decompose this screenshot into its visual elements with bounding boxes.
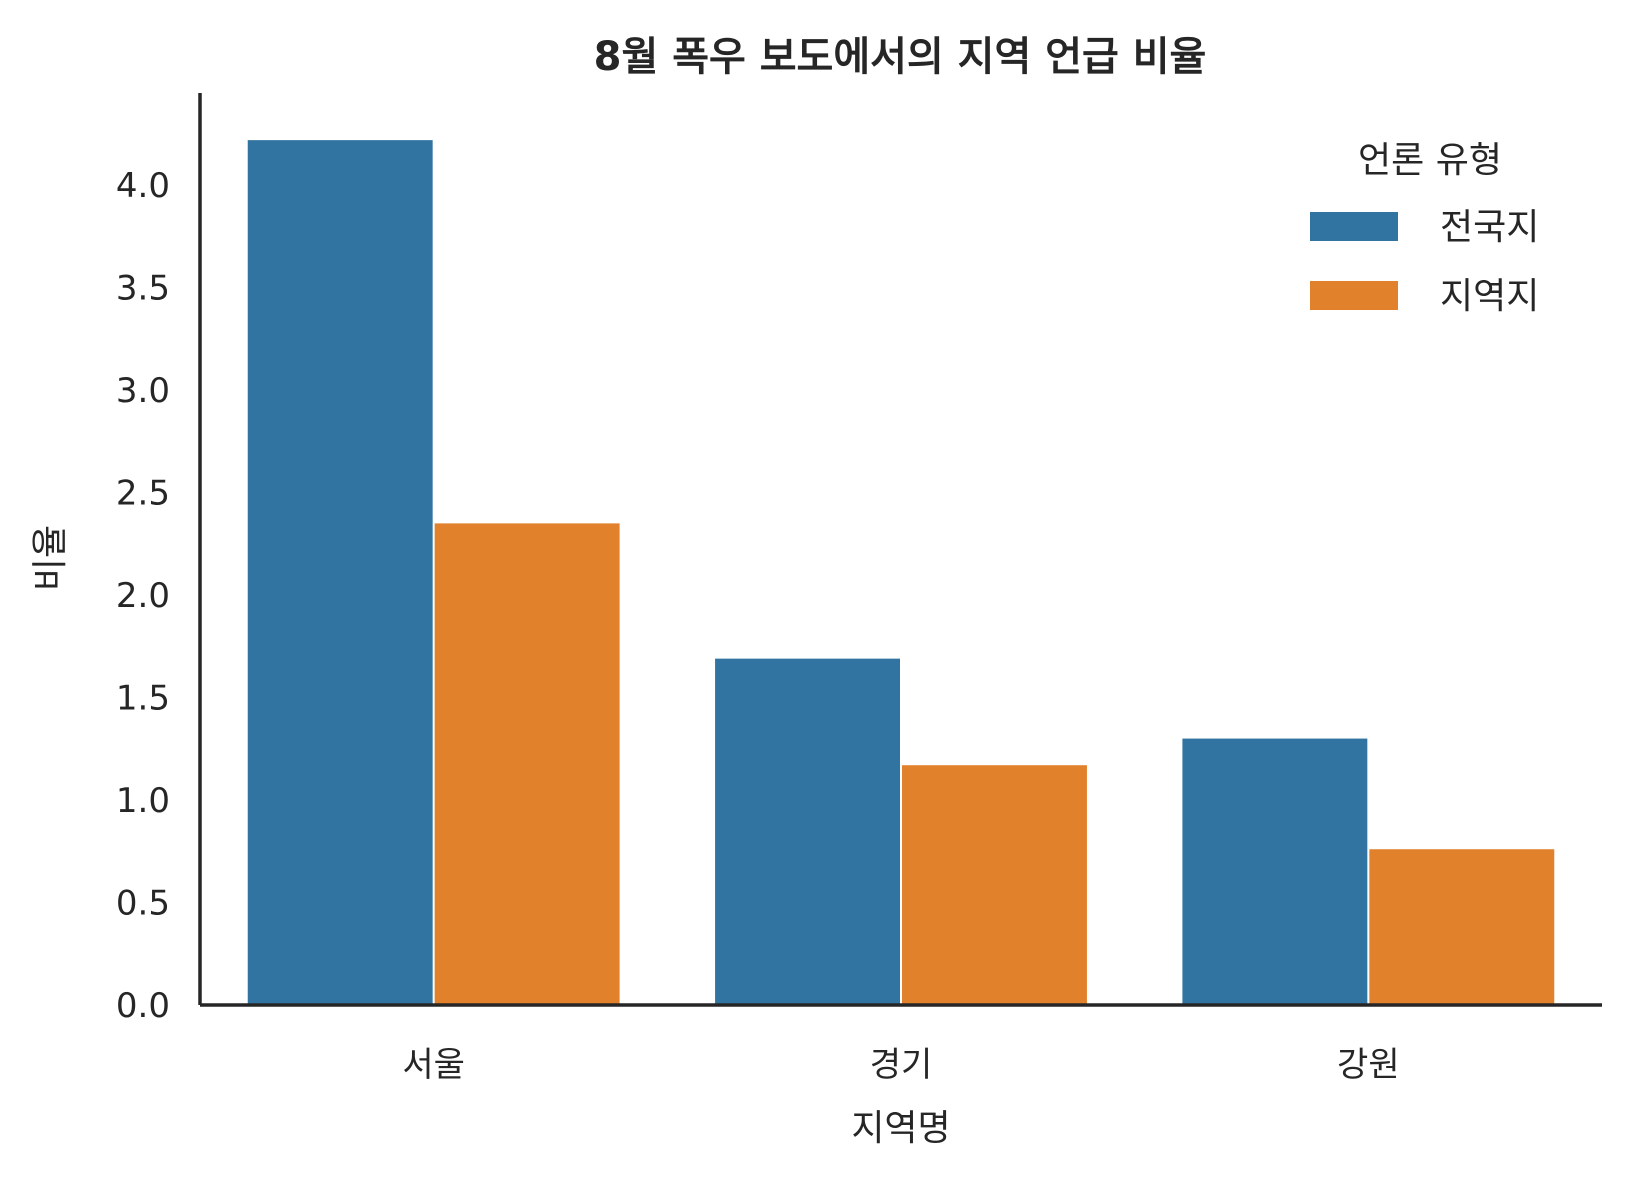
y-tick-label: 2.5 <box>116 474 170 514</box>
y-tick-label: 3.0 <box>116 371 170 411</box>
x-tick-label: 경기 <box>870 1045 933 1085</box>
x-tick-label: 서울 <box>402 1045 465 1085</box>
legend-label: 지역지 <box>1440 276 1539 317</box>
y-tick-label: 1.0 <box>116 781 170 821</box>
bar-서울-전국지 <box>247 140 433 1005</box>
legend-swatch-지역지 <box>1310 281 1398 310</box>
legend-title: 언론 유형 <box>1358 140 1502 181</box>
legend-label: 전국지 <box>1440 207 1539 248</box>
y-axis-ticks: 0.0 0.5 1.0 1.5 2.0 2.5 3.0 3.5 4.0 <box>116 166 170 1026</box>
y-tick-label: 1.5 <box>116 679 170 719</box>
x-tick-label: 강원 <box>1337 1045 1400 1085</box>
y-axis-label: 비율 <box>30 525 71 591</box>
legend-swatch-전국지 <box>1310 212 1398 241</box>
y-tick-label: 3.5 <box>116 269 170 309</box>
bar-서울-지역지 <box>434 523 620 1005</box>
bar-경기-지역지 <box>902 765 1087 1005</box>
x-axis-ticks: 서울 경기 강원 <box>402 1045 1399 1085</box>
chart-title: 8월 폭우 보도에서의 지역 언급 비율 <box>594 34 1207 80</box>
x-axis-label: 지역명 <box>851 1108 950 1149</box>
y-tick-label: 0.5 <box>116 884 170 924</box>
y-tick-label: 4.0 <box>116 166 170 206</box>
bars-group <box>247 140 1555 1005</box>
bar-경기-전국지 <box>715 658 900 1005</box>
bar-강원-전국지 <box>1182 738 1368 1005</box>
y-tick-label: 0.0 <box>116 986 170 1026</box>
y-tick-label: 2.0 <box>116 576 170 616</box>
bar-강원-지역지 <box>1369 849 1555 1005</box>
